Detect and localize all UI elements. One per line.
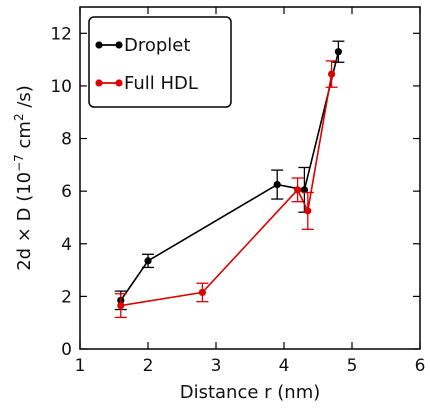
legend-marker-full-hdl xyxy=(95,79,103,87)
data-point-droplet xyxy=(273,180,281,189)
x-axis-label: Distance r (nm) xyxy=(180,382,321,403)
y-tick-label: 6 xyxy=(61,182,72,202)
series-group xyxy=(114,40,345,319)
y-tick-label: 4 xyxy=(61,235,72,255)
data-point-full-hdl xyxy=(304,207,312,215)
y-tick-label: 10 xyxy=(50,77,72,97)
legend-item-droplet: Droplet xyxy=(95,35,190,56)
x-tick-label: 3 xyxy=(211,356,222,376)
series-droplet xyxy=(114,40,345,311)
data-point-full-hdl xyxy=(328,70,336,78)
plot-frame xyxy=(79,6,421,350)
legend-box xyxy=(88,16,232,108)
data-point-full-hdl xyxy=(198,288,206,297)
legend-marker-droplet xyxy=(95,41,103,49)
y-axis-label-mid: cm xyxy=(14,121,35,154)
series-full-hdl xyxy=(114,60,338,319)
x-tick-label: 2 xyxy=(143,356,154,376)
y-axis-label-exp1: −7 xyxy=(12,154,26,172)
y-tick-label: 0 xyxy=(61,340,72,360)
y-axis-label-exp2: 2 xyxy=(12,113,26,121)
legend: Droplet Full HDL xyxy=(88,16,232,108)
y-axis-label: 2d × D (10−7 cm2 /s) xyxy=(12,85,35,271)
y-axis-label-prefix: 2d × D (10 xyxy=(14,172,35,271)
legend-label-droplet: Droplet xyxy=(124,35,190,56)
y-tick-label: 12 xyxy=(50,24,72,44)
x-tick-label: 6 xyxy=(415,356,426,376)
data-point-full-hdl xyxy=(117,301,125,310)
data-point-droplet xyxy=(300,186,308,194)
y-tick-label: 8 xyxy=(61,130,72,150)
legend-marker-droplet xyxy=(115,41,123,49)
data-point-droplet xyxy=(144,257,152,265)
y-axis-label-suffix: /s) xyxy=(14,85,35,113)
legend-item-full-hdl: Full HDL xyxy=(95,73,198,94)
y-tick-label: 2 xyxy=(61,287,72,307)
legend-marker-full-hdl xyxy=(115,79,123,87)
x-tick-label: 4 xyxy=(279,356,290,376)
x-tick-label: 5 xyxy=(347,356,358,376)
x-tick-label: 1 xyxy=(75,356,86,376)
data-point-droplet xyxy=(334,48,342,56)
legend-label-full-hdl: Full HDL xyxy=(124,73,198,94)
data-point-full-hdl xyxy=(294,186,302,194)
